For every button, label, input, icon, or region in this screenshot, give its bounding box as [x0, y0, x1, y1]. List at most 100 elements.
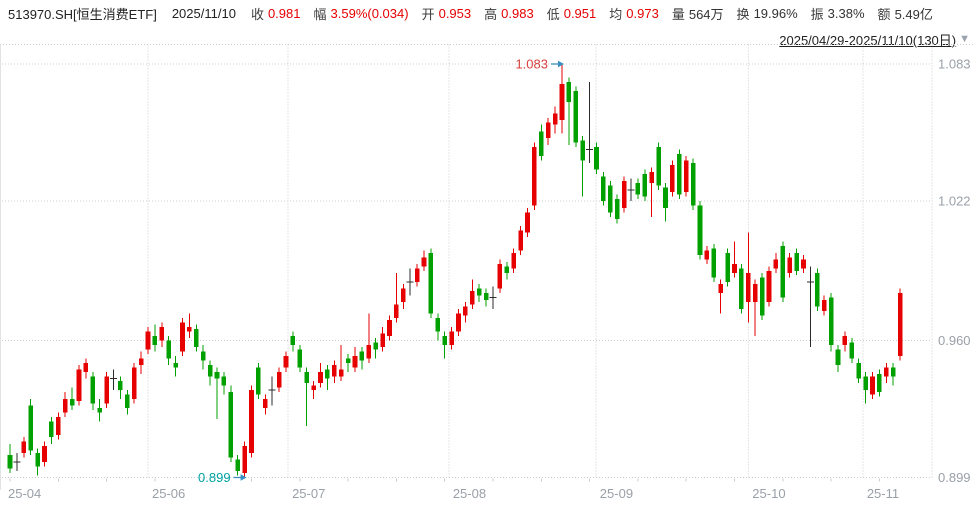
- field-value: 5.49亿: [894, 6, 933, 22]
- candle-down: [228, 392, 234, 458]
- candle-up: [187, 326, 192, 332]
- candle-up: [884, 367, 889, 377]
- svg-text:0.899: 0.899: [198, 470, 231, 485]
- candle-down: [580, 140, 585, 161]
- y-axis-tick: 0.960: [938, 333, 971, 348]
- candle-down: [35, 452, 40, 467]
- x-axis-tick: 25-07: [292, 486, 325, 501]
- svg-text:1.083: 1.083: [515, 57, 548, 72]
- candle-up: [56, 416, 61, 435]
- triangle-down-icon[interactable]: ▼: [959, 33, 970, 45]
- candle-up: [352, 356, 358, 368]
- field-value: 0.983: [501, 5, 534, 21]
- candle-down: [173, 362, 178, 368]
- candle-down: [297, 349, 303, 368]
- candle-down: [435, 317, 441, 332]
- candle-down: [428, 252, 434, 314]
- candle-down: [214, 371, 220, 379]
- candle-down: [614, 198, 620, 220]
- candle-down: [594, 147, 599, 170]
- field-label: 量: [671, 6, 685, 22]
- candle-down: [325, 369, 330, 379]
- candle-down: [504, 266, 510, 273]
- candle-up: [746, 272, 751, 303]
- candle-up: [497, 264, 503, 289]
- candle-down: [359, 351, 365, 361]
- candle-down: [828, 297, 834, 345]
- quote-field-量: 量 564万: [672, 4, 724, 23]
- candle-up: [263, 398, 268, 408]
- field-value: 564万: [688, 6, 724, 22]
- candle-down: [28, 405, 33, 451]
- candle-down: [290, 335, 296, 345]
- candle-up: [732, 264, 737, 273]
- candle-up: [332, 365, 337, 377]
- candle-up: [456, 313, 461, 332]
- candle-down: [711, 248, 717, 278]
- candle-down: [608, 185, 613, 213]
- candle-up: [159, 326, 165, 341]
- candle-down: [780, 246, 786, 298]
- field-label: 高: [484, 6, 498, 22]
- candle-up: [683, 160, 689, 193]
- candle-down: [125, 394, 130, 408]
- candle-up: [76, 369, 82, 402]
- candle-up: [394, 304, 399, 318]
- candle-down: [690, 162, 696, 206]
- field-label: 低: [546, 6, 560, 22]
- y-axis-labels: 1.083 1.022 0.960 0.899: [938, 57, 971, 486]
- quote-field-收: 收 0.981: [251, 4, 301, 23]
- candle-up: [62, 398, 68, 413]
- candles: [7, 64, 903, 478]
- x-axis-tick: 25-04: [8, 486, 41, 501]
- candle-up: [42, 446, 47, 462]
- field-label: 幅: [313, 6, 327, 22]
- low-annotation: 0.899: [198, 470, 247, 485]
- candle-up: [787, 257, 792, 273]
- arrow-right-icon: [558, 60, 564, 68]
- candle-down: [863, 376, 868, 390]
- field-label: 均: [609, 6, 623, 22]
- quote-field-额: 额 5.49亿: [878, 4, 933, 23]
- candle-down: [815, 272, 820, 307]
- candle-down: [663, 187, 668, 208]
- candle-up: [670, 165, 675, 193]
- field-label: 开: [421, 6, 435, 22]
- candle-up: [649, 171, 654, 184]
- x-axis-tick: 25-08: [453, 486, 486, 501]
- candle-up: [552, 113, 558, 125]
- candle-up: [752, 284, 758, 303]
- candle-down: [200, 351, 206, 361]
- y-axis-tick: 0.899: [938, 470, 971, 485]
- field-label: 额: [877, 6, 891, 22]
- candle-up: [518, 230, 523, 251]
- arrow-right-icon: [240, 474, 247, 481]
- candle-up: [249, 389, 254, 453]
- candle-down: [835, 349, 841, 366]
- date-range-selector[interactable]: 2025/04/29-2025/11/10(130日): [779, 32, 957, 48]
- field-label: 收: [250, 6, 264, 22]
- candle-down: [677, 153, 682, 195]
- field-value: 0.951: [563, 5, 597, 21]
- candle-up: [387, 320, 392, 336]
- candle-down: [739, 268, 744, 309]
- candle-up: [897, 293, 903, 357]
- x-axis-tick: 25-10: [752, 486, 785, 501]
- candle-up: [449, 331, 454, 345]
- y-axis-tick: 1.083: [938, 57, 971, 72]
- candle-up: [83, 362, 89, 372]
- grid: [0, 44, 975, 490]
- candle-up: [621, 180, 627, 208]
- candle-down: [476, 288, 482, 296]
- candle-up: [401, 288, 406, 303]
- candle-down: [635, 183, 641, 195]
- candle-down: [725, 252, 730, 282]
- candle-down: [442, 335, 447, 345]
- quote-date: 2025/11/10: [171, 5, 236, 21]
- candle-up: [559, 84, 565, 121]
- candle-down: [221, 376, 227, 386]
- candle-up: [21, 441, 27, 453]
- candle-up: [511, 252, 516, 269]
- candle-down: [304, 371, 309, 384]
